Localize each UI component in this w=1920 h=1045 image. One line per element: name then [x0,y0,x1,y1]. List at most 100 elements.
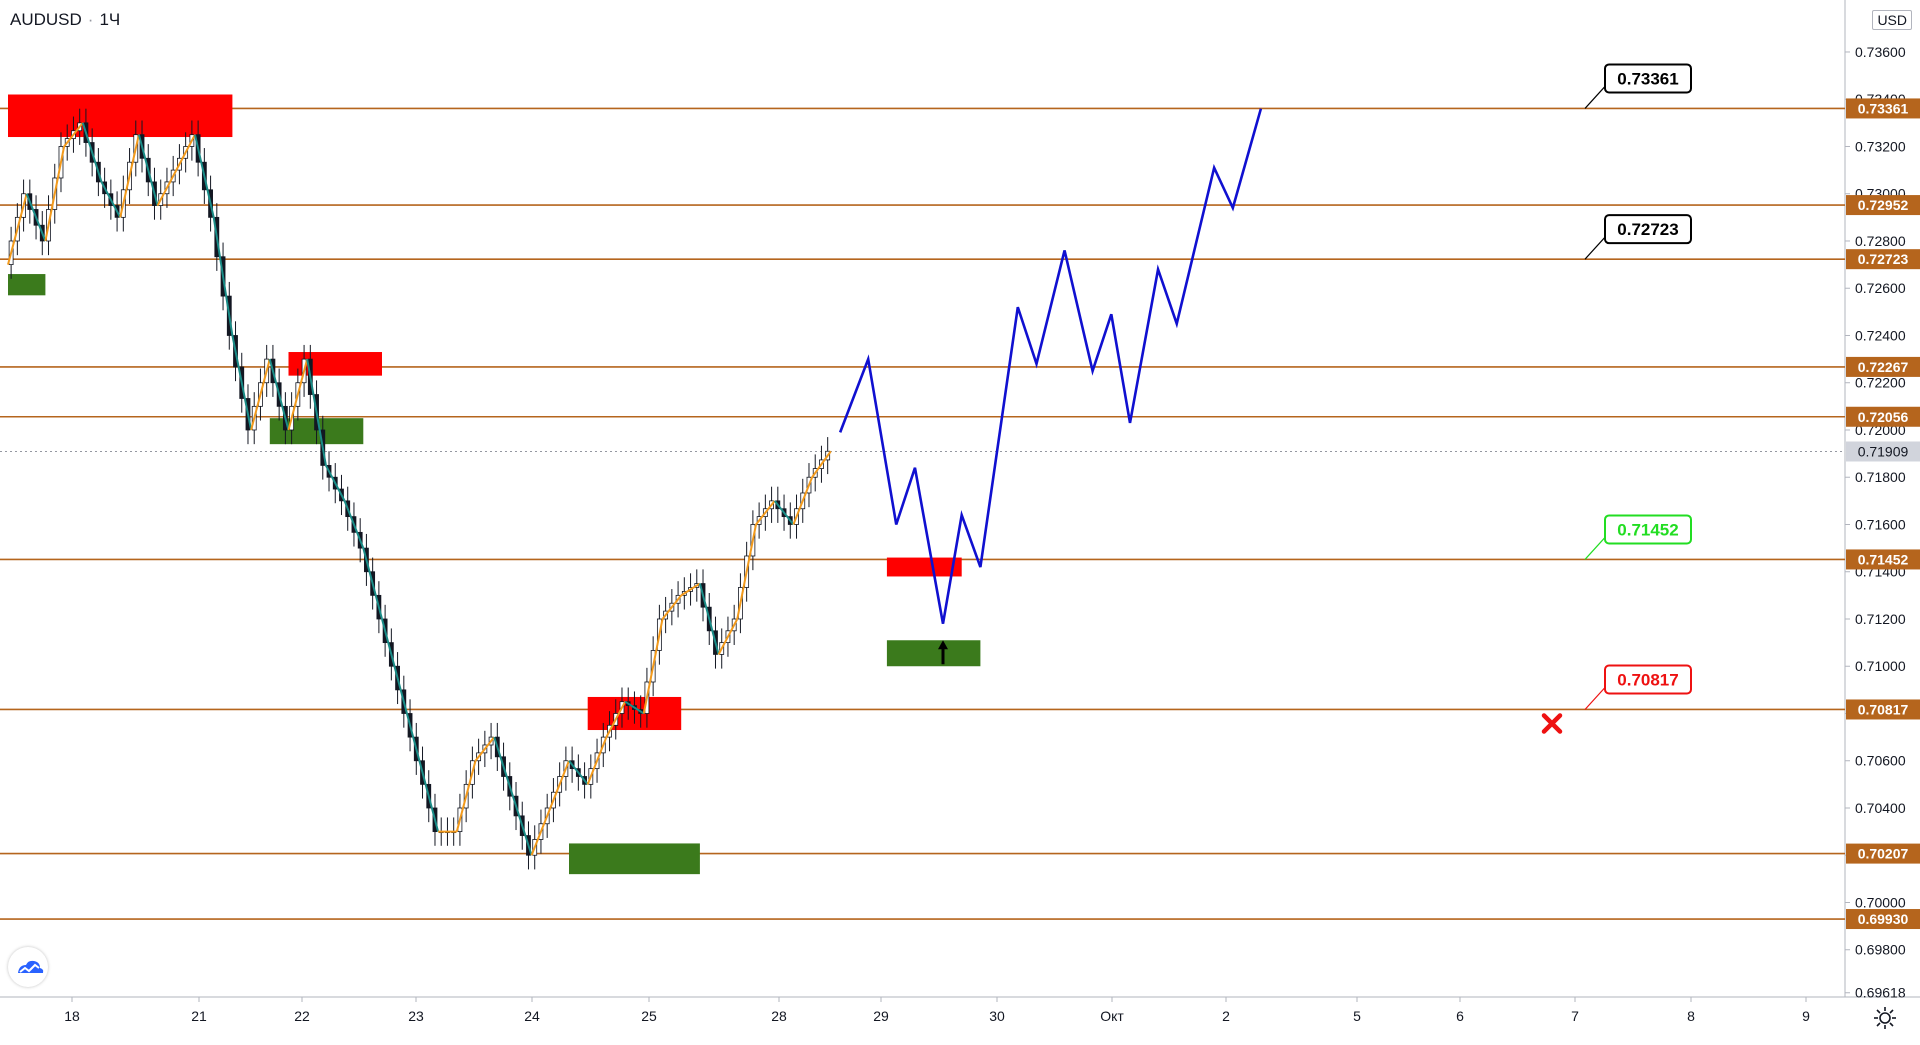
x-tick-label: 7 [1571,1008,1579,1024]
zigzag-segment [212,217,234,336]
demand-zone [886,640,981,667]
interval-label[interactable]: 1Ч [99,10,121,29]
target-pointer [1584,86,1606,109]
zigzag-segment [362,547,383,620]
x-tick-label: 21 [191,1008,207,1024]
zigzag-segment [474,736,495,762]
x-tick-label: 9 [1802,1008,1810,1024]
target-label-text: 0.71452 [1617,520,1678,539]
target-pointer [1584,236,1606,260]
zigzag-segment [250,358,271,431]
y-tick-label: 0.72200 [1855,375,1906,391]
zigzag-segment [792,476,814,525]
target-pointer [1584,537,1606,560]
y-tick-label: 0.73600 [1855,44,1906,60]
zigzag-segment [287,358,309,431]
level-label-bg [1846,195,1920,216]
red-x-icon [1541,713,1563,734]
y-tick-label: 0.71200 [1855,611,1906,627]
level-label-bg [1846,249,1920,270]
zigzag-segment [717,618,739,655]
zigzag-segment [568,760,589,785]
y-tick-label: 0.71800 [1855,469,1906,485]
zigzag-segment [137,134,159,206]
currency-label[interactable]: USD [1872,10,1912,30]
zigzag-segment [605,701,626,738]
zigzag-segment [175,134,196,171]
y-tick-label: 0.70400 [1855,800,1906,816]
zigzag-segment [381,618,402,691]
y-tick-label: 0.70000 [1855,894,1906,910]
y-tick-label: 0.71600 [1855,516,1906,532]
x-tick-label: 5 [1353,1008,1361,1024]
x-tick-label: 24 [524,1008,540,1024]
zigzag-segment [698,583,720,655]
y-tick-label: 0.72600 [1855,280,1906,296]
x-tick-label: Окт [1100,1008,1124,1024]
zigzag-segment [661,594,682,620]
level-label: 0.70207 [1858,846,1909,862]
zigzag-segment [642,618,664,714]
supply-zone [886,557,962,577]
target-label-text: 0.72723 [1617,220,1678,239]
level-label: 0.72267 [1858,359,1909,375]
x-tick-label: 8 [1687,1008,1695,1024]
arrow-up-icon [938,640,948,665]
target-label-text: 0.73361 [1617,69,1678,88]
gear-icon[interactable] [1872,1005,1898,1031]
target-label-box [1604,514,1692,545]
x-tick-label: 23 [408,1008,424,1024]
level-label: 0.72056 [1858,409,1909,425]
y-tick-label: 0.69618 [1855,985,1906,1001]
zigzag-segment [624,700,645,715]
zigzag-segment [119,134,140,218]
target-pointer [1584,687,1606,710]
target-label-box [1604,664,1692,695]
zigzag-segment [306,358,327,466]
zigzag-segment [194,134,215,218]
level-label-bg [1846,98,1920,119]
demand-zone [8,274,46,296]
y-tick-label: 0.71000 [1855,658,1906,674]
zigzag-segment [325,464,346,502]
zigzag-segment [25,193,47,242]
zigzag-segment [44,146,66,242]
zigzag-segment [156,169,178,207]
level-label: 0.73361 [1858,100,1909,116]
zigzag-segment [736,524,757,620]
level-label-bg [1846,356,1920,377]
level-label: 0.72952 [1858,197,1909,213]
level-label-bg [1846,406,1920,427]
x-tick-label: 28 [771,1008,787,1024]
forecast-path [838,108,1263,624]
y-tick-label: 0.73200 [1855,138,1906,154]
zigzag-segment [418,760,440,832]
level-label-bg [1846,843,1920,864]
level-label-bg [1846,909,1920,930]
x-tick-label: 29 [873,1008,889,1024]
x-tick-label: 6 [1456,1008,1464,1024]
zigzag-segment [63,122,84,148]
zigzag-segment [773,500,795,526]
x-tick-label: 25 [641,1008,657,1024]
symbol-label[interactable]: AUDUSD [10,10,82,29]
zigzag-segment [586,736,608,785]
zigzag-segment [755,500,776,526]
tradingview-logo-icon[interactable] [8,947,48,987]
zigzag-segment [399,689,421,761]
x-tick-label: 22 [294,1008,310,1024]
zigzag-segment [455,760,477,832]
zigzag-segment [493,736,514,797]
level-label: 0.69930 [1858,911,1909,927]
target-label-box [1604,63,1692,94]
level-label-bg [1846,549,1920,570]
zigzag-segment [81,122,103,183]
x-tick-label: 18 [64,1008,80,1024]
zigzag-segment [680,582,701,597]
zigzag-segment [231,335,253,431]
target-label-box [1604,214,1692,245]
level-label: 0.71452 [1858,551,1909,567]
demand-zone [569,843,700,875]
